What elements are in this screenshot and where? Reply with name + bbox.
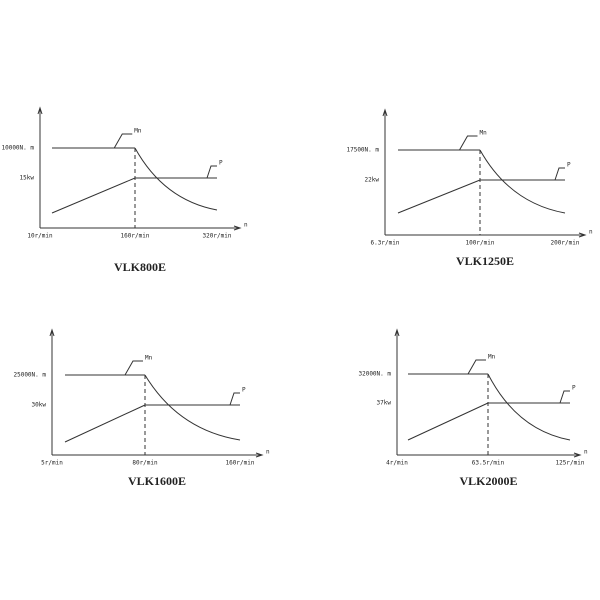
power-leader [554,167,565,181]
y-arrow [394,328,400,337]
speed-label: 160r/min [121,233,150,240]
speed-label: 125r/min [556,460,585,467]
torque-curve-label: Mn [145,355,153,362]
power-leader [206,165,217,179]
speed-label: 80r/min [132,460,158,467]
torque-leader [459,135,478,151]
power-curve-label: P [242,387,246,394]
speed-label: 10r/min [27,233,53,240]
power-curve-label: P [567,162,571,169]
axis-label: n [266,449,270,456]
y-arrow [37,106,43,115]
torque-curve [479,149,566,214]
panel-title: VLK2000E [459,474,517,488]
power-curve-label: P [219,160,223,167]
power-rise [407,402,489,441]
x-arrow [255,452,264,458]
axis-label: n [244,222,248,229]
axis-label: n [589,229,593,236]
speed-label: 6.3r/min [371,240,400,247]
torque-curve-label: Mn [480,130,488,137]
power-curve-label: P [572,385,576,392]
torque-leader [113,133,133,149]
power-label: 15kw [20,175,35,182]
x-arrow [233,225,242,231]
torque-label: 32000N. m [358,371,391,378]
panel-title: VLK1600E [128,474,186,488]
torque-label: 25000N. m [13,372,46,379]
power-rise [397,179,481,214]
power-leader [229,392,240,406]
x-arrow [578,232,587,238]
speed-label: 100r/min [466,240,495,247]
panel-title: VLK1250E [456,254,514,268]
power-label: 22kw [365,177,380,184]
torque-curve-label: Mn [488,354,496,361]
speed-label: 4r/min [386,460,408,467]
power-rise [64,404,146,443]
power-label: 37kw [377,400,392,407]
torque-curve-label: Mn [134,128,142,135]
torque-label: 10000N. m [1,145,34,152]
power-rise [51,177,136,214]
torque-label: 17500N. m [346,147,379,154]
speed-label: 63.5r/min [472,460,505,467]
power-leader [559,390,570,404]
power-label: 30kw [32,402,47,409]
x-arrow [573,452,582,458]
torque-curve [144,374,241,441]
y-arrow [382,108,388,117]
torque-leader [124,360,143,376]
torque-leader [467,359,486,375]
speed-label: 200r/min [551,240,580,247]
axis-label: n [584,449,588,456]
speed-label: 160r/min [226,460,255,467]
torque-curve [134,147,218,211]
speed-label: 5r/min [41,460,63,467]
speed-label: 320r/min [203,233,232,240]
torque-curve [487,373,571,441]
y-arrow [49,328,55,337]
panel-title: VLK800E [114,260,166,274]
